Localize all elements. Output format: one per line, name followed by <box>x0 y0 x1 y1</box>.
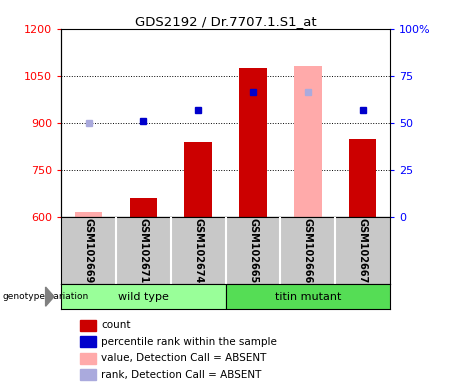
Text: value, Detection Call = ABSENT: value, Detection Call = ABSENT <box>101 353 266 363</box>
Title: GDS2192 / Dr.7707.1.S1_at: GDS2192 / Dr.7707.1.S1_at <box>135 15 316 28</box>
Text: GSM102674: GSM102674 <box>193 218 203 283</box>
Text: wild type: wild type <box>118 291 169 302</box>
Bar <box>239 68 266 217</box>
Text: GSM102666: GSM102666 <box>303 218 313 283</box>
Bar <box>184 142 212 217</box>
Text: GSM102669: GSM102669 <box>84 218 94 283</box>
Bar <box>130 198 157 217</box>
Text: GSM102665: GSM102665 <box>248 218 258 283</box>
Bar <box>226 284 390 309</box>
Polygon shape <box>46 287 54 306</box>
Bar <box>349 139 376 217</box>
Text: GSM102671: GSM102671 <box>138 218 149 283</box>
Text: count: count <box>101 320 131 330</box>
Bar <box>294 66 321 217</box>
Text: percentile rank within the sample: percentile rank within the sample <box>101 337 277 347</box>
Text: titin mutant: titin mutant <box>274 291 341 302</box>
Text: GSM102667: GSM102667 <box>358 218 368 283</box>
Bar <box>61 284 226 309</box>
Text: genotype/variation: genotype/variation <box>2 292 89 301</box>
Text: rank, Detection Call = ABSENT: rank, Detection Call = ABSENT <box>101 370 261 380</box>
Bar <box>75 212 102 217</box>
